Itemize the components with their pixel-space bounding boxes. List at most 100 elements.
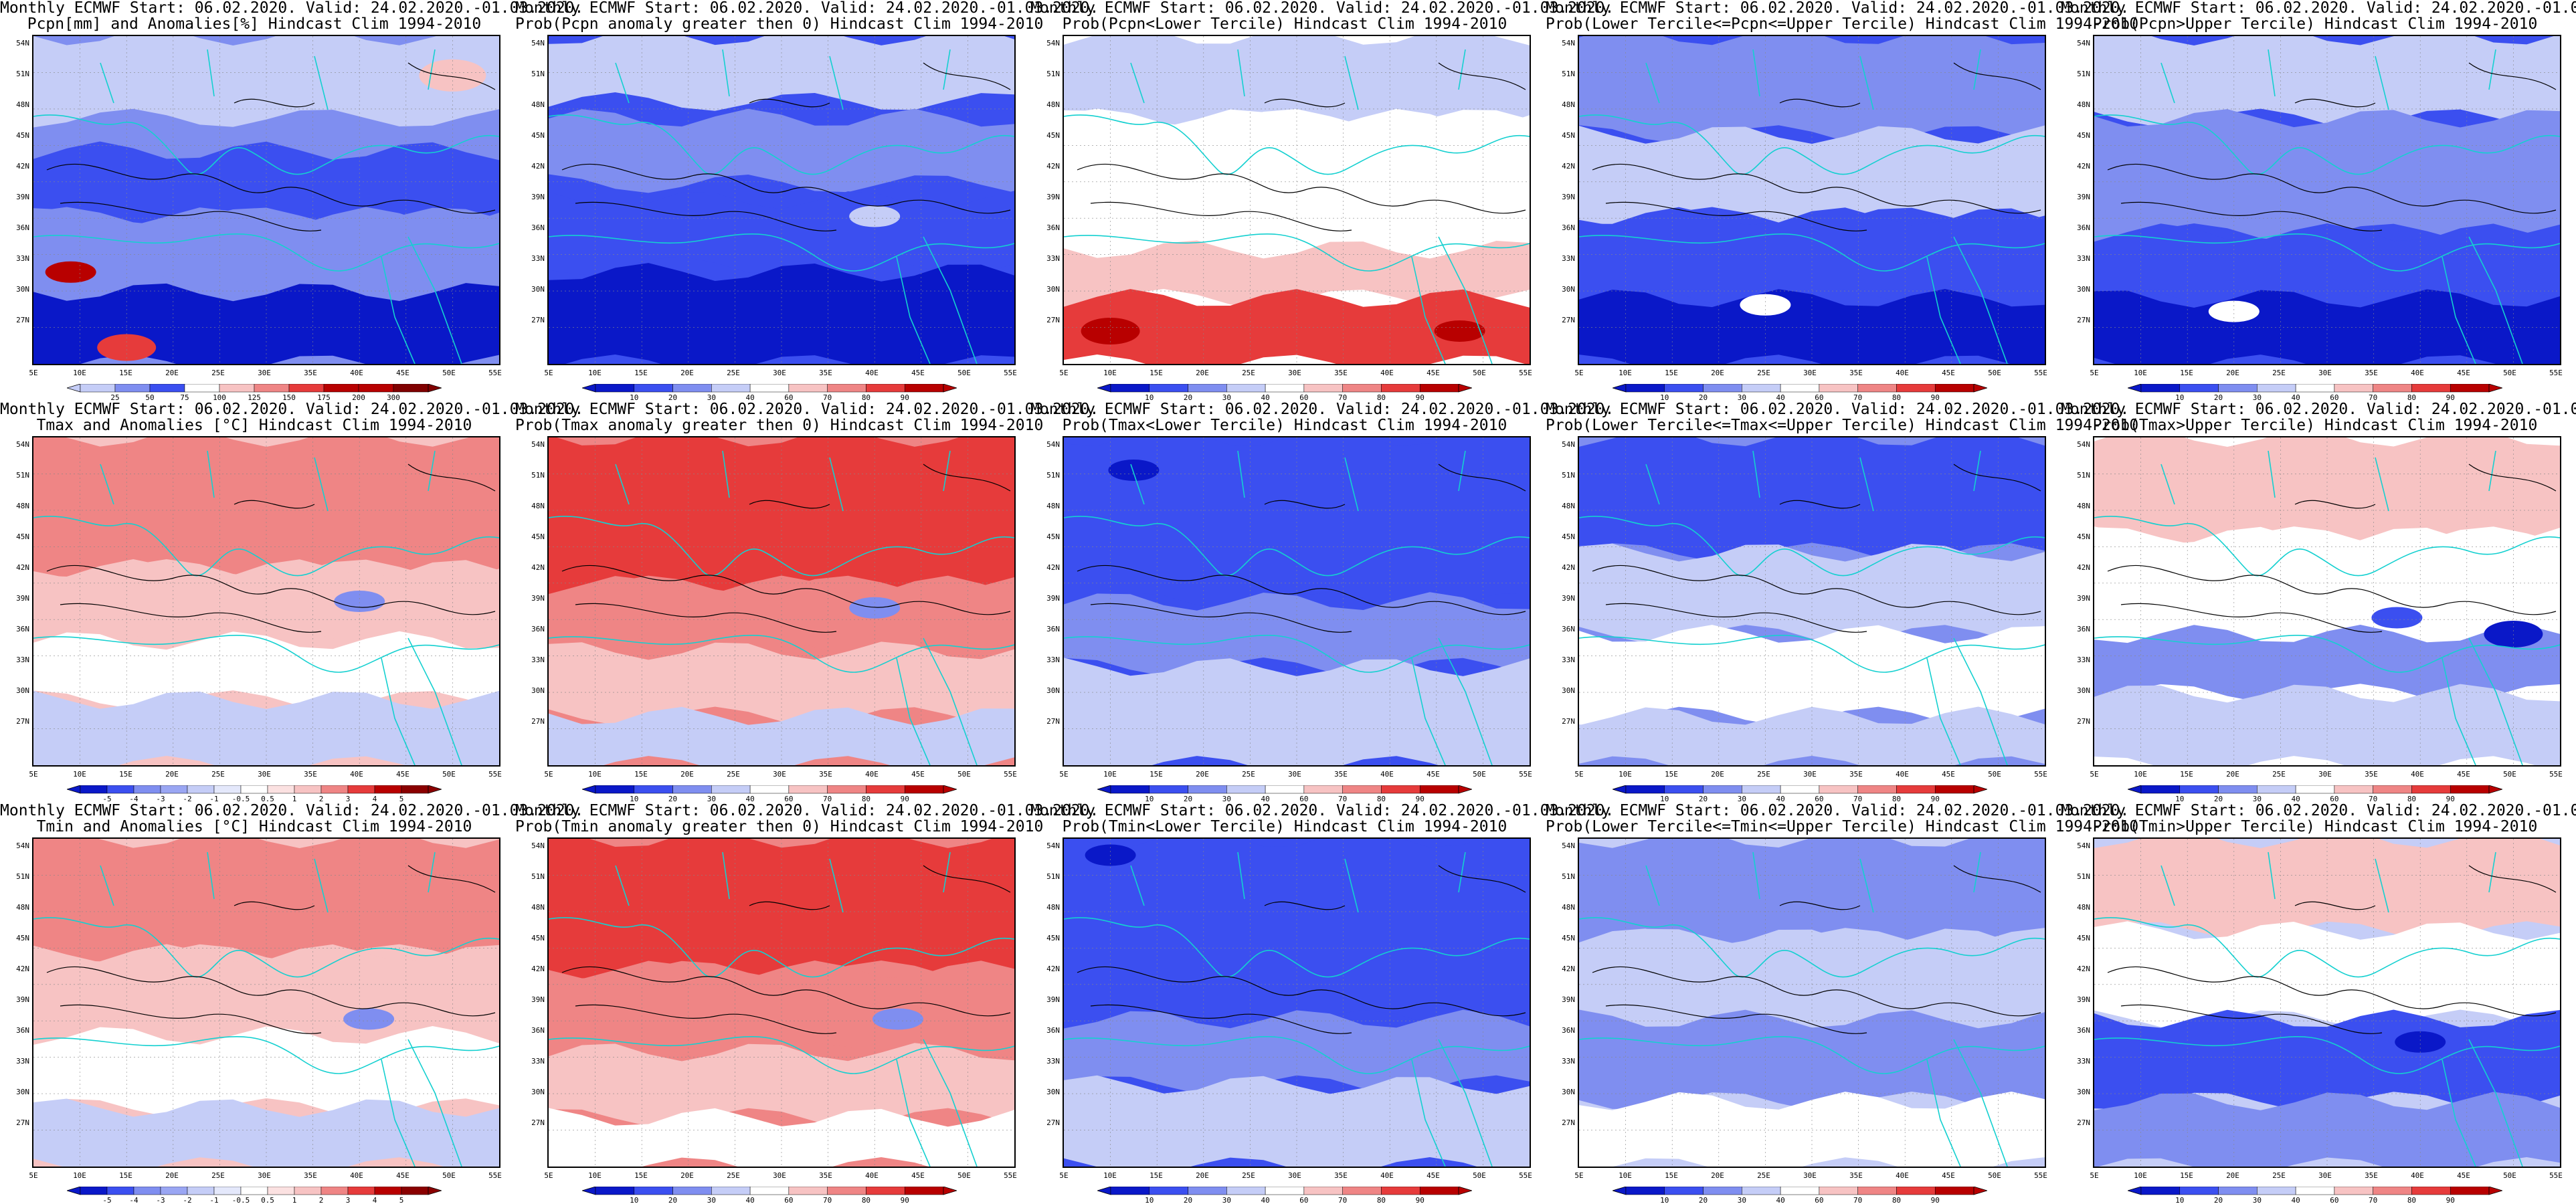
colorbar-tick-label: 4 <box>373 795 377 803</box>
lon-tick-label: 30E <box>773 770 786 779</box>
colorbar-segment <box>358 384 394 393</box>
lat-tick-label: 39N <box>1046 995 1060 1004</box>
colorbar-arrow-right <box>2488 785 2502 794</box>
lat-tick-label: 30N <box>531 1088 545 1096</box>
forecast-map <box>32 35 500 365</box>
lon-tick-label: 20E <box>1711 369 1724 377</box>
lon-tick-label: 35E <box>2365 770 2378 779</box>
lon-tick-label: 15E <box>634 1171 648 1180</box>
colorbar-segment <box>1149 785 1188 794</box>
colorbar-segment <box>904 1187 944 1195</box>
lat-tick-label: 45N <box>2077 131 2090 140</box>
lon-tick-label: 55E <box>2034 1171 2047 1180</box>
colorbar-tick-label: 70 <box>1338 1196 1347 1204</box>
lat-tick-label: 27N <box>2077 316 2090 324</box>
colorbar-tick-label: 90 <box>901 795 909 803</box>
lon-tick-label: 50E <box>2503 770 2516 779</box>
colorbar-segment <box>1419 1187 1459 1195</box>
lon-tick-label: 30E <box>773 1171 786 1180</box>
lat-tick-label: 36N <box>2077 223 2090 232</box>
lat-tick-label: 51N <box>531 70 545 78</box>
lat-tick-label: 27N <box>1046 1118 1060 1127</box>
map-fill-band <box>549 108 1014 193</box>
colorbar-arrow-right <box>2488 1187 2502 1195</box>
lat-tick-label: 30N <box>1046 285 1060 294</box>
lon-tick-label: 25E <box>727 1171 740 1180</box>
lon-tick-label: 35E <box>304 369 317 377</box>
lat-tick-label: 48N <box>531 100 545 109</box>
lat-tick-label: 36N <box>16 1026 29 1035</box>
lon-tick-label: 45E <box>396 369 409 377</box>
contour-line <box>1077 865 1526 1034</box>
panel-title-line-2: Prob(Tmin anomaly greater then 0) Hindca… <box>515 818 1044 835</box>
colorbar-segment <box>1303 384 1343 393</box>
lat-tick-label: 36N <box>16 223 29 232</box>
lat-tick-label: 30N <box>1046 686 1060 695</box>
colorbar-tick-label: 70 <box>823 795 832 803</box>
colorbar-tick-label: 10 <box>1660 393 1669 401</box>
colorbar-segment <box>749 1187 790 1195</box>
colorbar: 10 20 30 40 60 70 80 90 <box>582 1187 957 1204</box>
colorbar-segment <box>1303 785 1343 794</box>
colorbar-tick-label: 175 <box>317 393 331 401</box>
lon-tick-label: 45E <box>2457 770 2470 779</box>
colorbar-tick-label: 80 <box>2407 795 2416 803</box>
colorbar-segment <box>80 384 116 393</box>
lon-tick-label: 15E <box>119 770 132 779</box>
lon-tick-label: 5E <box>544 770 553 779</box>
colorbar-tick-label: 80 <box>1377 795 1386 803</box>
lat-tick-label: 42N <box>1046 965 1060 973</box>
lon-tick-label: 30E <box>2318 1171 2332 1180</box>
panel-title-line-2: Prob(Tmax anomaly greater then 0) Hindca… <box>515 417 1044 434</box>
map-panel-pcpn-mid: Monthly ECMWF Start: 06.02.2020. Valid: … <box>1546 0 2138 401</box>
map-panel-pcpn-pos: Monthly ECMWF Start: 06.02.2020. Valid: … <box>515 0 1099 401</box>
colorbar-tick-label: 30 <box>1738 393 1746 401</box>
colorbar-segment <box>866 1187 905 1195</box>
colorbar-tick-label: 10 <box>630 1196 638 1204</box>
colorbar-segment <box>711 384 751 393</box>
panel-title-line-1: Monthly ECMWF Start: 06.02.2020. Valid: … <box>515 802 1099 819</box>
lat-tick-label: 54N <box>16 440 29 449</box>
lon-tick-label: 55E <box>2549 770 2563 779</box>
map-fill-band <box>33 559 499 650</box>
lat-tick-label: 45N <box>16 532 29 541</box>
colorbar-tick-label: 3 <box>346 795 351 803</box>
colorbar-arrow-right <box>1458 785 1472 794</box>
map-fill-band <box>1579 928 2045 1029</box>
forecast-map <box>2093 837 2561 1168</box>
lat-tick-label: 30N <box>1562 285 1575 294</box>
colorbar-segment <box>2334 384 2373 393</box>
lat-tick-label: 42N <box>531 162 545 171</box>
lat-tick-label: 45N <box>16 131 29 140</box>
map-panel-tmax-upper: Monthly ECMWF Start: 06.02.2020. Valid: … <box>2061 401 2576 803</box>
lon-tick-label: 10E <box>1103 369 1117 377</box>
lon-tick-label: 30E <box>773 369 786 377</box>
lat-tick-label: 33N <box>2077 254 2090 263</box>
lat-tick-label: 51N <box>531 471 545 480</box>
forecast-map <box>1063 35 1531 365</box>
colorbar-tick-label: 60 <box>784 393 793 401</box>
forecast-map <box>547 837 1016 1168</box>
lon-tick-label: 40E <box>350 1171 363 1180</box>
colorbar-tick-label: 40 <box>1776 795 1784 803</box>
colorbar-segment <box>788 1187 828 1195</box>
colorbar-segment <box>1625 785 1665 794</box>
colorbar-tick-label: 30 <box>1738 795 1746 803</box>
map-panel-tmin-upper: Monthly ECMWF Start: 06.02.2020. Valid: … <box>2061 803 2576 1204</box>
colorbar-tick-label: 60 <box>1815 1196 1823 1204</box>
map-fill-spot <box>2371 607 2423 629</box>
colorbar-segment <box>1819 1187 1858 1195</box>
colorbar-tick-label: 70 <box>1853 1196 1862 1204</box>
lat-tick-label: 51N <box>16 471 29 480</box>
lon-tick-label: 30E <box>2318 770 2332 779</box>
colorbar-segment <box>2140 1187 2181 1195</box>
lat-tick-label: 30N <box>16 686 29 695</box>
lat-tick-label: 36N <box>531 223 545 232</box>
lon-tick-label: 30E <box>1803 369 1817 377</box>
colorbar: 10 20 30 40 60 70 80 90 <box>582 384 957 401</box>
lon-tick-label: 40E <box>865 770 879 779</box>
lon-tick-label: 40E <box>865 369 879 377</box>
lon-tick-label: 55E <box>1004 369 1017 377</box>
colorbar-tick-label: 30 <box>707 393 716 401</box>
lon-tick-label: 10E <box>73 770 86 779</box>
